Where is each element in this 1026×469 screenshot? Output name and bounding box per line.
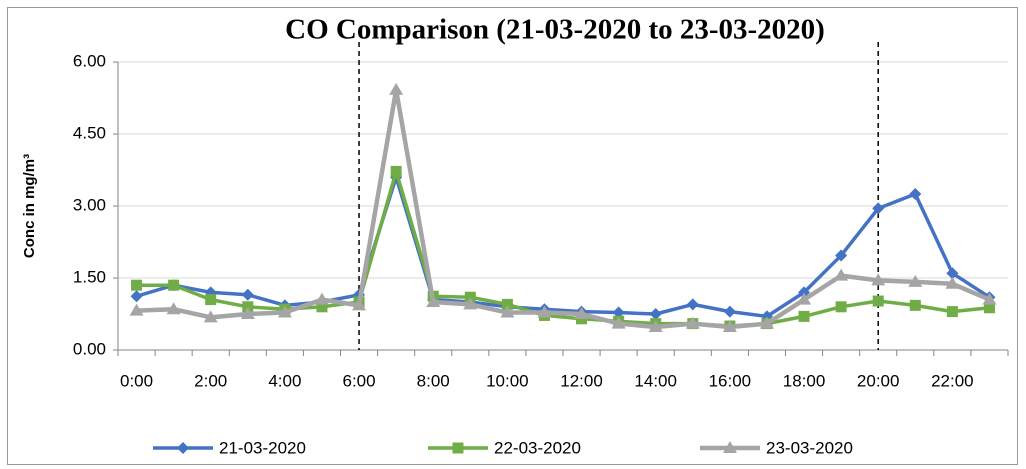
- marker: [946, 306, 958, 318]
- marker: [649, 308, 662, 320]
- series-line: [136, 87, 991, 330]
- marker: [240, 307, 255, 319]
- x-tick-label: 2:00: [194, 371, 227, 390]
- x-tick-label: 0:00: [120, 371, 153, 390]
- y-tick-label: 3.00: [73, 195, 106, 214]
- marker: [611, 316, 626, 329]
- marker: [203, 310, 218, 323]
- legend-label: 22-03-2020: [494, 438, 581, 457]
- y-tick-label: 6.00: [73, 51, 106, 70]
- marker: [798, 310, 810, 322]
- chart-border: [7, 7, 1018, 465]
- marker: [168, 279, 180, 291]
- marker: [500, 305, 515, 318]
- series-line: [136, 175, 991, 319]
- marker: [872, 295, 884, 307]
- marker: [352, 298, 367, 311]
- marker: [909, 299, 921, 311]
- marker: [871, 273, 886, 286]
- marker: [574, 307, 589, 319]
- x-tick-label: 14:00: [634, 371, 677, 390]
- marker: [131, 279, 143, 291]
- marker: [241, 288, 254, 301]
- marker: [426, 295, 441, 307]
- x-tick-label: 4:00: [268, 371, 301, 390]
- y-tick-label: 1.50: [73, 267, 106, 286]
- legend-label: 23-03-2020: [766, 438, 853, 457]
- marker: [686, 298, 699, 311]
- marker: [835, 249, 848, 262]
- marker: [759, 316, 774, 329]
- marker: [946, 267, 959, 280]
- marker: [834, 268, 849, 281]
- marker: [277, 305, 292, 318]
- legend-marker: [723, 441, 737, 453]
- marker: [316, 301, 328, 313]
- x-tick-label: 18:00: [783, 371, 826, 390]
- marker: [389, 82, 404, 95]
- marker: [129, 303, 144, 316]
- marker: [908, 274, 923, 287]
- marker: [648, 319, 663, 332]
- x-tick-label: 10:00: [486, 371, 529, 390]
- marker: [537, 305, 552, 318]
- x-tick-label: 8:00: [417, 371, 450, 390]
- marker: [909, 188, 922, 200]
- marker: [390, 165, 402, 177]
- x-tick-label: 12:00: [560, 371, 603, 390]
- marker: [835, 301, 847, 313]
- marker: [722, 319, 737, 332]
- marker: [314, 292, 329, 305]
- x-tick-label: 22:00: [931, 371, 974, 390]
- marker: [983, 302, 995, 314]
- marker: [205, 294, 217, 306]
- legend-label: 21-03-2020: [219, 438, 306, 457]
- legend-marker: [177, 442, 189, 454]
- marker: [130, 290, 143, 303]
- series-line: [136, 169, 990, 328]
- x-tick-label: 16:00: [709, 371, 752, 390]
- marker: [685, 316, 700, 329]
- marker: [945, 276, 960, 289]
- x-tick-label: 20:00: [857, 371, 900, 390]
- legend-marker: [452, 442, 464, 454]
- marker: [982, 292, 997, 305]
- marker: [501, 298, 513, 310]
- marker: [723, 305, 736, 318]
- y-tick-label: 0.00: [73, 339, 106, 358]
- marker: [797, 292, 812, 305]
- marker: [166, 302, 181, 315]
- chart-title: CO Comparison (21-03-2020 to 23-03-2020): [285, 14, 825, 46]
- marker: [463, 297, 478, 310]
- series: [129, 82, 997, 332]
- y-tick-label: 4.50: [73, 123, 106, 142]
- marker: [612, 306, 625, 319]
- marker: [464, 291, 476, 303]
- marker: [242, 301, 254, 313]
- y-axis-label: Conc in mg/m³: [21, 154, 38, 258]
- marker: [872, 202, 885, 215]
- x-tick-label: 6:00: [342, 371, 375, 390]
